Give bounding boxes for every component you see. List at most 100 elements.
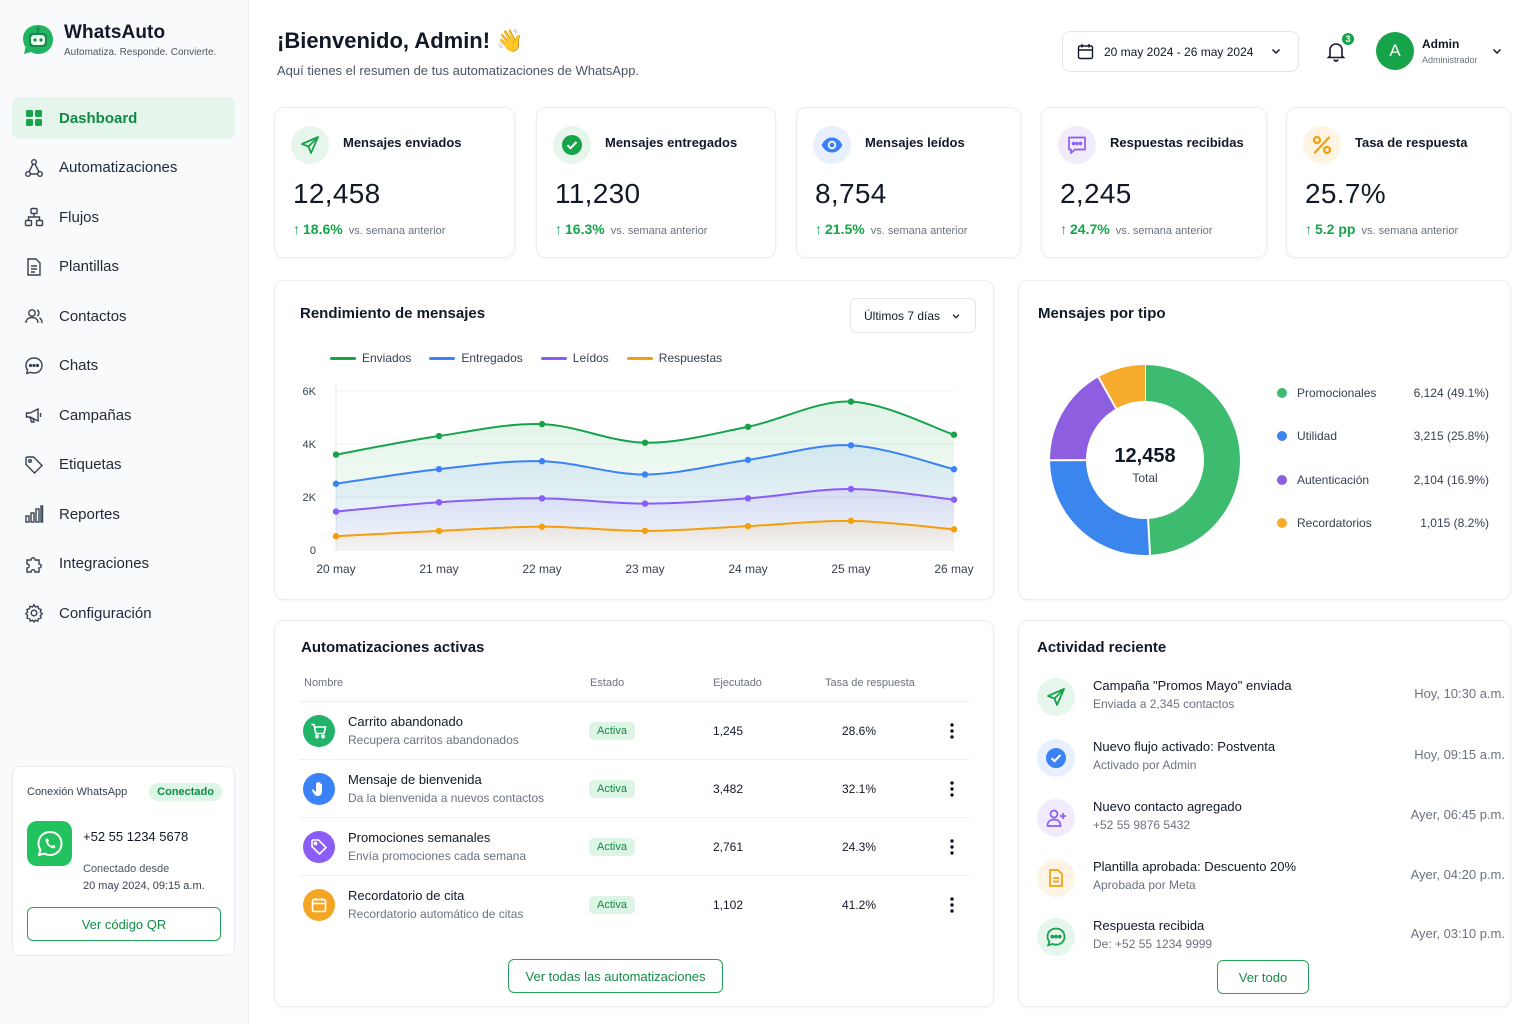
- stat-card-rate[interactable]: Tasa de respuesta 25.7% ↑ 5.2 pp vs. sema…: [1286, 107, 1511, 258]
- table-row[interactable]: Carrito abandonado Recupera carritos aba…: [300, 701, 970, 759]
- legend-item-delivered[interactable]: Entregados: [429, 351, 523, 365]
- executed-count: 3,482: [713, 782, 744, 796]
- data-point[interactable]: [332, 533, 340, 540]
- sidebar-item-contactos[interactable]: Contactos: [12, 295, 235, 337]
- more-vertical-icon[interactable]: [945, 779, 959, 799]
- performance-title: Rendimiento de mensajes: [300, 305, 486, 322]
- data-point[interactable]: [950, 496, 958, 503]
- data-point[interactable]: [435, 499, 443, 506]
- data-point[interactable]: [641, 471, 649, 478]
- data-point[interactable]: [435, 527, 443, 535]
- status-badge: Activa: [589, 896, 635, 914]
- sidebar-item-campanas[interactable]: Campañas: [12, 394, 235, 436]
- data-point[interactable]: [538, 495, 546, 502]
- activity-item[interactable]: Nuevo contacto agregado +52 55 9876 5432…: [1037, 799, 1505, 859]
- sidebar-item-reportes[interactable]: Reportes: [12, 493, 235, 535]
- stat-card-sent[interactable]: Mensajes enviados 12,458 ↑ 18.6% vs. sema…: [274, 107, 515, 258]
- data-point[interactable]: [435, 465, 443, 473]
- sidebar-item-label: Etiquetas: [59, 456, 122, 473]
- activity-item[interactable]: Nuevo flujo activado: Postventa Activado…: [1037, 739, 1505, 799]
- donut-legend-row[interactable]: Promocionales 6,124 (49.1%): [1277, 371, 1489, 415]
- response-rate: 41.2%: [842, 898, 877, 912]
- x-tick-label: 25 may: [831, 562, 870, 576]
- table-row[interactable]: Recordatorio de cita Recordatorio automá…: [300, 875, 970, 933]
- data-point[interactable]: [538, 458, 546, 465]
- range-select[interactable]: Últimos 7 días: [850, 298, 976, 333]
- data-point[interactable]: [950, 431, 958, 438]
- legend-item-sent[interactable]: Enviados: [330, 351, 411, 365]
- legend-swatch: [540, 356, 567, 360]
- donut-slice[interactable]: [1098, 365, 1146, 409]
- sidebar-item-chats[interactable]: Chats: [12, 345, 235, 387]
- stat-card-delivered[interactable]: Mensajes entregados 11,230 ↑ 16.3% vs. se…: [536, 107, 776, 258]
- stat-card-read[interactable]: Mensajes leídos 8,754 ↑ 21.5% vs. semana …: [796, 107, 1021, 258]
- sidebar-item-automatizaciones[interactable]: Automatizaciones: [12, 147, 235, 189]
- page-title: ¡Bienvenido, Admin! 👋: [277, 28, 524, 53]
- activity-item[interactable]: Campaña "Promos Mayo" enviada Enviada a …: [1037, 678, 1505, 738]
- data-point[interactable]: [641, 439, 649, 446]
- activity-sub-text: Enviada a 2,345 contactos: [1093, 697, 1235, 711]
- column-header-status[interactable]: Estado: [590, 677, 625, 689]
- more-vertical-icon[interactable]: [945, 895, 959, 915]
- data-point[interactable]: [847, 485, 855, 493]
- view-qr-button[interactable]: Ver código QR: [27, 907, 221, 941]
- data-point[interactable]: [435, 432, 443, 440]
- bell-icon[interactable]: [1325, 40, 1347, 62]
- puzzle-icon: [24, 554, 44, 574]
- chart-legend: Enviados Entregados Leídos Respuestas: [330, 351, 740, 365]
- more-vertical-icon[interactable]: [945, 837, 959, 857]
- data-point[interactable]: [744, 522, 752, 530]
- column-header-rate[interactable]: Tasa de respuesta: [825, 677, 915, 689]
- donut-slice[interactable]: [1050, 459, 1151, 555]
- logo[interactable]: WhatsAuto Automatiza. Responde. Conviert…: [20, 22, 216, 58]
- data-point[interactable]: [847, 398, 855, 405]
- data-point[interactable]: [950, 526, 958, 533]
- data-point[interactable]: [950, 465, 958, 473]
- stat-compare: vs. semana anterior: [610, 225, 708, 237]
- connection-status-badge: Conectado: [149, 783, 222, 801]
- data-point[interactable]: [847, 517, 855, 525]
- donut-legend-row[interactable]: Recordatorios 1,015 (8.2%): [1277, 502, 1489, 546]
- sidebar-item-dashboard[interactable]: Dashboard: [12, 97, 235, 139]
- activity-title-text: Nuevo contacto agregado: [1093, 799, 1242, 814]
- sidebar-item-flujos[interactable]: Flujos: [12, 196, 235, 238]
- date-range-picker[interactable]: 20 may 2024 - 26 may 2024: [1062, 31, 1299, 72]
- donut-slice[interactable]: [1050, 377, 1117, 461]
- user-name[interactable]: Admin: [1422, 37, 1460, 51]
- donut-legend-row[interactable]: Autenticación 2,104 (16.9%): [1277, 458, 1489, 502]
- data-point[interactable]: [332, 480, 340, 487]
- stat-card-responses[interactable]: Respuestas recibidas 2,245 ↑ 24.7% vs. se…: [1041, 107, 1267, 258]
- activity-item[interactable]: Plantilla aprobada: Descuento 20% Aproba…: [1037, 859, 1505, 919]
- sidebar-item-plantillas[interactable]: Plantillas: [12, 246, 235, 288]
- activity-item[interactable]: Respuesta recibida De: +52 55 1234 9999 …: [1037, 918, 1505, 978]
- sidebar-item-etiquetas[interactable]: Etiquetas: [12, 444, 235, 486]
- legend-swatch: [626, 356, 653, 360]
- data-point[interactable]: [744, 495, 752, 502]
- data-point[interactable]: [332, 508, 340, 515]
- data-point[interactable]: [332, 451, 340, 458]
- data-point[interactable]: [641, 500, 649, 507]
- table-row[interactable]: Promociones semanales Envía promociones …: [300, 817, 970, 875]
- view-all-activity-button[interactable]: Ver todo: [1217, 960, 1309, 994]
- data-point[interactable]: [847, 442, 855, 449]
- column-header-name[interactable]: Nombre: [304, 677, 344, 689]
- data-point[interactable]: [538, 420, 546, 428]
- sidebar-item-configuracion[interactable]: Configuración: [12, 592, 235, 634]
- data-point[interactable]: [744, 423, 752, 430]
- more-vertical-icon[interactable]: [945, 721, 959, 741]
- data-point[interactable]: [744, 456, 752, 464]
- chevron-down-icon[interactable]: [1491, 45, 1503, 57]
- legend-item-read[interactable]: Leídos: [540, 351, 609, 365]
- donut-slice[interactable]: [1144, 365, 1240, 555]
- donut-legend-row[interactable]: Utilidad 3,215 (25.8%): [1277, 415, 1489, 459]
- sidebar-item-integraciones[interactable]: Integraciones: [12, 543, 235, 585]
- view-all-automations-button[interactable]: Ver todas las automatizaciones: [508, 959, 723, 993]
- data-point[interactable]: [538, 523, 546, 530]
- data-point[interactable]: [641, 527, 649, 535]
- avatar[interactable]: A: [1376, 32, 1414, 70]
- stat-title: Tasa de respuesta: [1355, 135, 1468, 150]
- column-header-executed[interactable]: Ejecutado: [713, 677, 762, 689]
- legend-item-responses[interactable]: Respuestas: [626, 351, 722, 365]
- send-icon: [1037, 678, 1075, 716]
- table-row[interactable]: Mensaje de bienvenida Da la bienvenida a…: [300, 759, 970, 817]
